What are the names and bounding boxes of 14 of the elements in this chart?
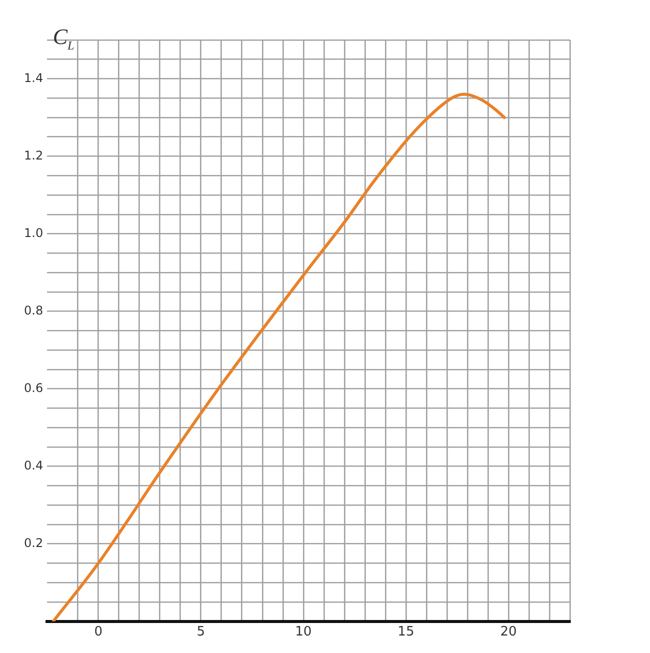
x-tick-label: 10 [295, 624, 312, 640]
y-tick-label: 1.0 [24, 226, 44, 240]
y-tick-label: 1.2 [24, 148, 44, 162]
line-series [52, 92, 506, 622]
x-tick-label: 20 [500, 624, 517, 640]
y-axis-title: C$_{L}$ [52, 24, 74, 53]
x-tick-label: 5 [196, 624, 206, 640]
y-tick-label: 0.6 [24, 380, 44, 395]
y-tick-label: 0.4 [24, 458, 44, 472]
y-tick-label: 0.2 [24, 536, 44, 550]
x-tick-label: 0 [94, 624, 102, 640]
y-tick-label: 1.4 [24, 70, 44, 85]
y-tick-label: 0.8 [24, 303, 44, 318]
x-tick-label: 15 [398, 624, 414, 640]
